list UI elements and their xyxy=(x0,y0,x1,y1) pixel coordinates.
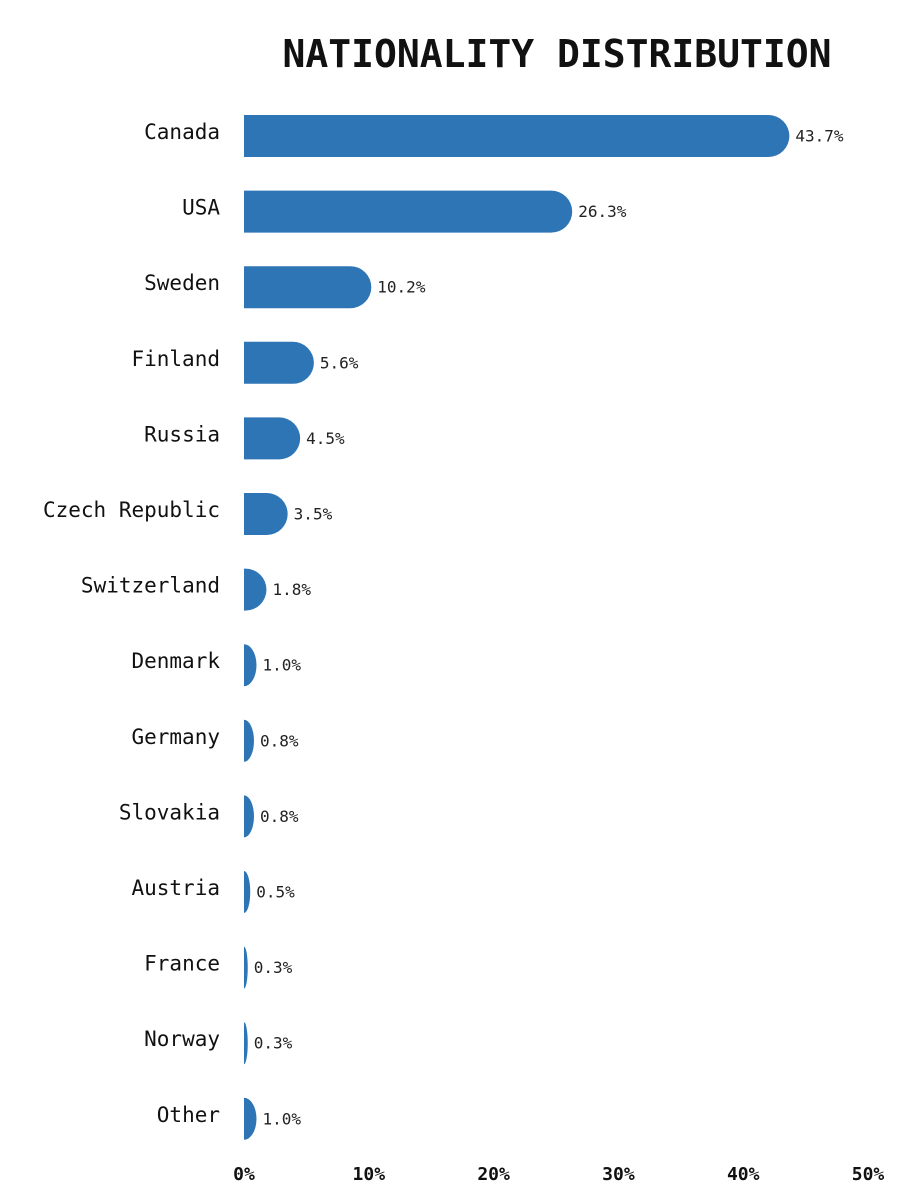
value-label-austria: 0.5% xyxy=(256,883,295,902)
category-label-russia: Russia xyxy=(144,422,220,446)
x-tick-label-20: 20% xyxy=(477,1164,510,1185)
bar-russia xyxy=(244,417,301,460)
value-label-slovakia: 0.8% xyxy=(260,807,299,826)
category-label-switzerland: Switzerland xyxy=(81,574,220,598)
bar-france xyxy=(244,946,248,989)
x-tick-label-10: 10% xyxy=(353,1164,386,1185)
value-label-sweden: 10.2% xyxy=(377,278,426,297)
chart-title: NATIONALITY DISTRIBUTION xyxy=(282,32,831,76)
x-tick-label-0: 0% xyxy=(233,1164,255,1185)
x-axis: 0% 10% 20% 30% 40% 50% xyxy=(233,1164,884,1185)
bar-germany xyxy=(244,719,254,762)
value-label-czech-republic: 3.5% xyxy=(294,505,333,524)
x-tick-label-40: 40% xyxy=(727,1164,760,1185)
x-tick-label-50: 50% xyxy=(852,1164,885,1185)
value-label-russia: 4.5% xyxy=(306,429,345,448)
value-label-usa: 26.3% xyxy=(578,202,627,221)
bar-denmark xyxy=(244,644,257,687)
category-label-usa: USA xyxy=(182,196,220,220)
category-label-finland: Finland xyxy=(131,347,220,371)
category-label-canada: Canada xyxy=(144,120,220,144)
value-label-norway: 0.3% xyxy=(254,1034,293,1053)
bar-other xyxy=(244,1097,257,1140)
bar-austria xyxy=(244,871,251,913)
category-label-austria: Austria xyxy=(131,876,220,900)
value-label-canada: 43.7% xyxy=(795,127,844,146)
bar-norway xyxy=(244,1022,248,1065)
bar-usa xyxy=(244,190,573,233)
x-tick-label-30: 30% xyxy=(602,1164,635,1185)
bar-slovakia xyxy=(244,795,254,838)
value-label-other: 1.0% xyxy=(262,1109,301,1128)
value-label-germany: 0.8% xyxy=(260,731,299,750)
category-label-other: Other xyxy=(157,1103,220,1127)
bar-canada xyxy=(244,115,790,157)
category-label-slovakia: Slovakia xyxy=(119,800,220,824)
category-label-france: France xyxy=(144,952,220,976)
bar-finland xyxy=(244,341,314,384)
bars-group: Canada 43.7% USA 26.3% Sweden 10.2% Finland 5.6… xyxy=(43,115,844,1140)
category-label-sweden: Sweden xyxy=(144,271,220,295)
category-label-germany: Germany xyxy=(131,725,220,749)
value-label-finland: 5.6% xyxy=(320,353,359,372)
category-label-czech-republic: Czech Republic xyxy=(43,498,220,522)
category-label-norway: Norway xyxy=(144,1027,220,1051)
bar-switzerland xyxy=(244,568,267,611)
value-label-denmark: 1.0% xyxy=(262,656,301,675)
bar-sweden xyxy=(244,266,372,309)
value-label-switzerland: 1.8% xyxy=(272,580,311,599)
category-label-denmark: Denmark xyxy=(131,649,220,673)
bar-czech-republic xyxy=(244,493,288,535)
value-label-france: 0.3% xyxy=(254,958,293,977)
